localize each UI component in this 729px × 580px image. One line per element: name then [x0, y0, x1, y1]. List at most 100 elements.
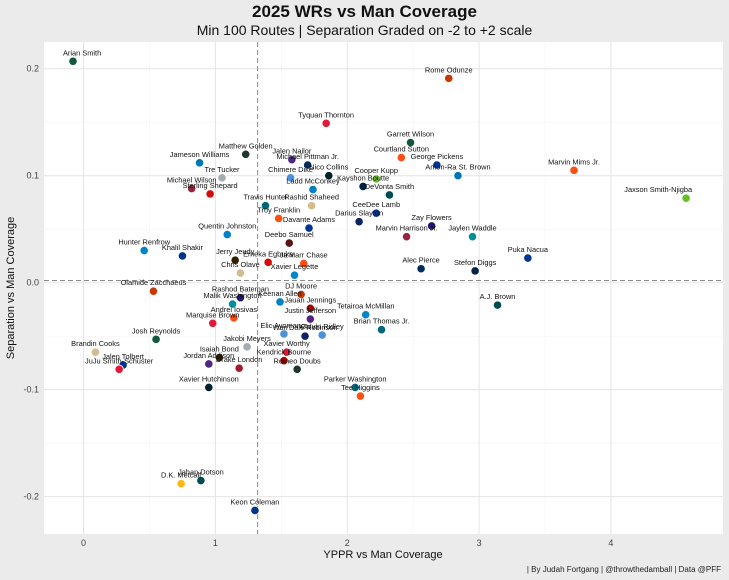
team-logo-marker [401, 232, 412, 242]
team-logo-marker [222, 229, 232, 240]
data-point: Keon Coleman [230, 497, 279, 516]
point-label: Ladd McConkey [286, 177, 340, 186]
point-label: Josh Reynolds [132, 326, 181, 335]
point-label: Travis Hunter [243, 193, 288, 202]
data-point: Amon-Ra St. Brown [425, 163, 491, 181]
data-point: Arian Smith [63, 48, 101, 66]
team-logo-marker [263, 257, 273, 267]
data-point: Brian Thomas Jr. [354, 317, 410, 335]
team-logo-marker [324, 171, 334, 181]
team-logo-marker [204, 382, 214, 393]
data-point: Jakobi Meyers [223, 334, 271, 352]
point-label: Jalen Tolbert [102, 352, 144, 361]
team-logo-marker [467, 232, 478, 242]
reference-lines [44, 42, 723, 534]
team-logo-marker [194, 158, 205, 168]
point-label: CeeDee Lamb [352, 200, 400, 209]
point-label: Emeka Egbuka [243, 249, 294, 258]
team-logo-marker [321, 118, 331, 128]
point-label: Jauan Jennings [284, 295, 336, 304]
point-label: Brandin Cooks [71, 339, 120, 348]
data-point: Quentin Johnston [198, 222, 256, 240]
team-logo-marker [235, 268, 246, 278]
data-point: Justin Jefferson [285, 306, 337, 324]
data-point: Drake London [216, 355, 262, 373]
team-logo-marker [307, 201, 317, 211]
point-label: Khalil Shakir [162, 243, 204, 252]
team-logo-marker [234, 363, 244, 373]
point-label: Arian Smith [63, 48, 101, 57]
team-logo-marker [227, 299, 238, 309]
data-point: Travis Hunter [243, 193, 288, 211]
team-logo-marker [405, 137, 416, 148]
data-point: Andrei Iosivas [211, 305, 257, 323]
point-label: Calvin Ridley [301, 322, 344, 331]
data-point: Puka Nacua [508, 245, 549, 263]
data-point: George Pickens [411, 152, 463, 170]
data-point: Rashid Shaheed [284, 193, 339, 211]
x-tick-label: 1 [213, 538, 218, 548]
data-point: Xavier Legette [271, 262, 319, 280]
point-label: Rashid Shaheed [284, 193, 339, 202]
data-point: Davante Adams [283, 215, 335, 233]
x-tick-label: 4 [608, 538, 613, 548]
data-point: Alec Pierce [402, 256, 440, 274]
team-logo-marker [304, 223, 314, 233]
data-point: Khalil Shakir [162, 243, 204, 261]
team-logo-marker [176, 479, 186, 489]
data-point: Jameson Williams [170, 150, 230, 168]
data-point: Marvin Harrison Jr. [376, 224, 438, 242]
data-point: Malik Washington [204, 291, 262, 309]
team-logo-marker [208, 318, 218, 328]
data-point: Brandin Cooks [71, 339, 120, 357]
point-label: Malik Washington [204, 291, 262, 300]
data-point: Marquise Brown [186, 310, 239, 328]
data-point: Calvin Ridley [301, 322, 344, 340]
point-label: Garrett Wilson [387, 130, 434, 139]
point-label: Zay Flowers [411, 213, 452, 222]
team-logo-marker [523, 253, 533, 263]
data-point: Courtland Sutton [374, 145, 429, 163]
data-point: Michael Pittman Jr. [276, 152, 339, 170]
point-label: Romeo Doubs [274, 356, 322, 365]
point-label: Kendrick Bourne [257, 348, 312, 357]
data-point: Kayshon Boutte [337, 173, 389, 191]
data-point: Tre Tucker [204, 165, 240, 183]
team-logo-marker [355, 391, 366, 401]
point-label: Justin Jefferson [285, 306, 337, 315]
team-logo-marker [68, 56, 78, 66]
data-point: Sterling Shepard [183, 181, 238, 199]
data-point: Isaiah Bond [200, 345, 239, 363]
team-logo-marker [196, 475, 206, 486]
data-point: Chris Olave [221, 260, 260, 278]
team-logo-marker [371, 208, 381, 218]
point-label: Matthew Golden [219, 141, 273, 150]
data-points: Arian Smith Rome Odunze Tyquan Thornton Gar… [63, 48, 693, 516]
point-label: Quentin Johnston [198, 222, 256, 231]
team-logo-marker [358, 181, 368, 191]
point-label: Keon Coleman [230, 497, 279, 506]
point-label: Chimere Dike [268, 165, 313, 174]
team-logo-marker [317, 330, 327, 340]
point-label: Puka Nacua [508, 245, 549, 254]
team-logo-marker [396, 152, 406, 163]
team-logo-marker [354, 217, 364, 227]
team-logo-marker [139, 245, 149, 256]
point-label: Rome Odunze [425, 65, 473, 74]
point-label: Hunter Renfrow [118, 238, 170, 247]
point-label: Olamide Zacchaeus [121, 278, 187, 287]
data-point: Parker Washington [324, 374, 386, 393]
point-label: Jordan Addison [183, 351, 234, 360]
data-point: Hunter Renfrow [118, 238, 171, 256]
point-label: Xavier Legette [271, 262, 319, 271]
point-label: DJ Moore [285, 281, 317, 290]
team-logo-marker [235, 293, 246, 303]
point-label: Brian Thomas Jr. [354, 317, 410, 326]
point-label: Jaxson Smith-Njigba [624, 185, 693, 194]
chart-title: 2025 WRs vs Man Coverage [252, 2, 477, 21]
team-logo-marker [371, 174, 381, 184]
team-logo-marker [427, 221, 437, 231]
x-tick-label: 0 [81, 538, 86, 548]
team-logo-marker [305, 303, 315, 313]
